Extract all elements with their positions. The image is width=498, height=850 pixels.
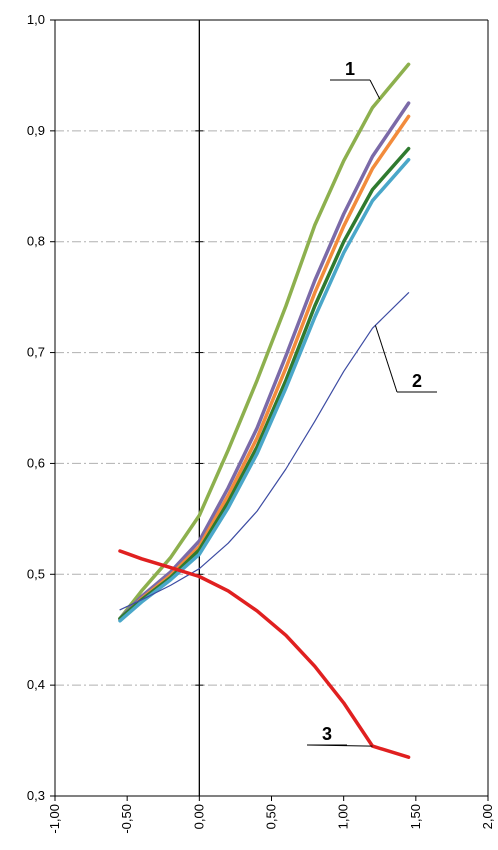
callout-leader [374,325,398,393]
gridlines [55,130,488,686]
y-tick-label: 0,4 [27,677,45,692]
callout-leader [369,79,381,100]
x-tick-label: -1,00 [47,804,62,834]
y-tick-label: 0,7 [27,345,45,360]
callout-label-2: 2 [412,371,422,391]
x-tick-label: 0,00 [191,804,206,829]
callout-label-1: 1 [345,59,355,79]
axes [50,19,489,801]
callouts: 1 2 3 [306,59,437,747]
x-tick-label: 0,50 [264,804,279,829]
series-lines [118,62,411,759]
series-line-1 [118,62,411,621]
y-tick-label: 0,3 [27,788,45,803]
series-line-2 [118,101,411,621]
y-tick-label: 0,8 [27,234,45,249]
x-tick-label: -0,50 [119,804,134,834]
y-tick-label: 1,0 [27,12,45,27]
y-tick-label: 0,5 [27,566,45,581]
y-tick-label: 0,9 [27,123,45,138]
series-line-6 [119,292,410,611]
callout-label-3: 3 [322,724,332,744]
series-line-7 [118,549,411,759]
y-tick-label: 0,6 [27,455,45,470]
y-tick-labels: 0,3 0,4 0,5 0,6 0,7 0,8 0,9 1,0 [27,12,45,803]
x-tick-label: 1,50 [408,804,423,829]
x-tick-label: 1,00 [336,804,351,829]
x-tick-labels: -1,00 -0,50 0,00 0,50 1,00 1,50 2,00 [47,804,495,834]
series-line-5 [118,157,411,623]
x-tick-label: 2,00 [480,804,495,829]
